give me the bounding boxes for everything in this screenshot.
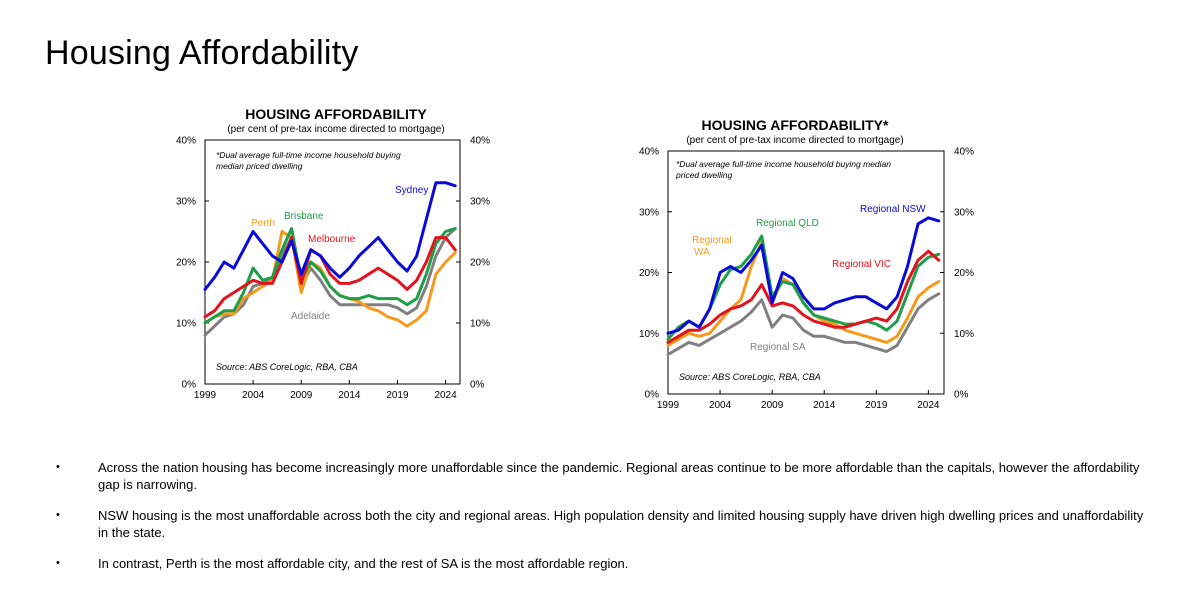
y-tick-label-left: 10% — [176, 319, 196, 330]
y-tick-label-left: 40% — [639, 147, 659, 158]
y-tick-label-right: 20% — [954, 268, 974, 279]
series-label-regional-wa-line-1: Regional — [692, 235, 731, 246]
bullet-item: NSW housing is the most unaffordable acr… — [52, 507, 1152, 541]
x-tick-label: 2019 — [865, 400, 888, 411]
chart-title: HOUSING AFFORDABILITY — [245, 106, 427, 122]
series-label-adelaide: Adelaide — [291, 311, 330, 322]
plot-frame — [204, 139, 461, 385]
series-label-regional-vic: Regional VIC — [832, 259, 891, 270]
series-label-regional-nsw: Regional NSW — [860, 204, 926, 215]
y-tick-label-left: 30% — [176, 197, 196, 208]
series-line-melbourne — [203, 236, 457, 319]
chart-subtitle: (per cent of pre-tax income directed to … — [227, 124, 444, 135]
series-line-regional-vic — [666, 249, 941, 344]
series-label-brisbane: Brisbane — [284, 211, 324, 222]
series-label-regional-qld: Regional QLD — [756, 218, 819, 229]
plot-frame — [667, 150, 945, 395]
y-tick-label-left: 40% — [176, 136, 196, 147]
y-tick-label-right: 40% — [470, 136, 490, 147]
x-tick-label: 2004 — [709, 400, 732, 411]
y-tick-label-right: 10% — [954, 329, 974, 340]
y-tick-label-right: 0% — [954, 390, 969, 401]
x-tick-label: 2014 — [813, 400, 836, 411]
x-tick-label: 2009 — [290, 390, 313, 401]
y-tick-label-right: 40% — [954, 147, 974, 158]
y-tick-label-left: 30% — [639, 207, 659, 218]
x-tick-label: 2024 — [917, 400, 940, 411]
chart-subtitle: (per cent of pre-tax income directed to … — [686, 135, 903, 146]
x-tick-label: 2014 — [338, 390, 361, 401]
x-tick-label: 2009 — [761, 400, 784, 411]
bullet-item: Across the nation housing has become inc… — [52, 459, 1152, 493]
chart-regional-areas: HOUSING AFFORDABILITY* (per cent of pre-… — [639, 117, 974, 411]
chart-source: Source: ABS CoreLogic, RBA, CBA — [216, 362, 358, 372]
x-tick-label: 1999 — [657, 400, 680, 411]
series-label-regional-sa: Regional SA — [750, 342, 806, 353]
series-label-sydney: Sydney — [395, 185, 428, 196]
x-tick-label: 2024 — [434, 390, 457, 401]
chart-capital-cities: HOUSING AFFORDABILITY (per cent of pre-t… — [176, 106, 490, 401]
page-title: Housing Affordability — [45, 34, 359, 72]
series-line-regional-sa — [666, 292, 941, 356]
chart-title: HOUSING AFFORDABILITY* — [702, 117, 889, 133]
x-tick-label: 2004 — [242, 390, 265, 401]
y-tick-label-left: 0% — [645, 390, 660, 401]
chart-note-line-2: priced dwelling — [675, 170, 732, 180]
y-tick-label-right: 10% — [470, 319, 490, 330]
series-line-adelaide — [203, 227, 457, 337]
series-label-perth: Perth — [251, 218, 275, 229]
y-tick-label-right: 20% — [470, 258, 490, 269]
y-tick-label-left: 0% — [182, 380, 197, 391]
chart-note-line-2: median priced dwelling — [216, 161, 303, 171]
chart-note-line-1: *Dual average full-time income household… — [676, 159, 891, 169]
chart-note-line-1: *Dual average full-time income household… — [216, 150, 401, 160]
x-tick-label: 2019 — [386, 390, 409, 401]
series-label-regional-wa-line-2: WA — [694, 247, 710, 258]
bullet-item: In contrast, Perth is the most affordabl… — [52, 555, 1152, 572]
y-tick-label-right: 30% — [954, 207, 974, 218]
y-tick-label-left: 20% — [176, 258, 196, 269]
chart-source: Source: ABS CoreLogic, RBA, CBA — [679, 372, 821, 382]
x-tick-label: 1999 — [194, 390, 217, 401]
y-tick-label-right: 0% — [470, 380, 485, 391]
y-tick-label-left: 10% — [639, 329, 659, 340]
series-line-regional-nsw — [666, 216, 941, 335]
series-label-melbourne: Melbourne — [308, 234, 356, 245]
series-line-sydney — [203, 181, 457, 291]
y-tick-label-left: 20% — [639, 268, 659, 279]
y-tick-label-right: 30% — [470, 197, 490, 208]
bullet-list: Across the nation housing has become inc… — [52, 459, 1152, 586]
